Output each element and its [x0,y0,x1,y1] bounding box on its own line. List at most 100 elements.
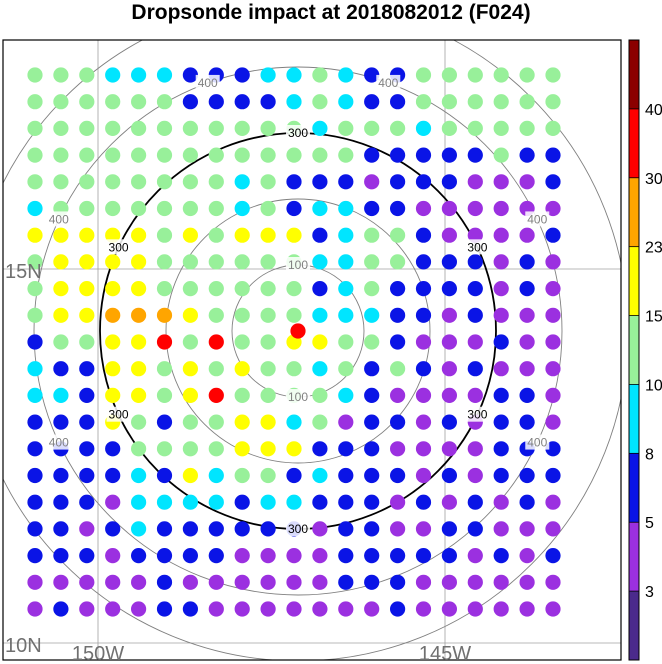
impact-point-row20-c3 [79,574,95,590]
impact-point-row14-c1 [27,414,43,430]
impact-point-row06-c10 [260,200,276,217]
ring-label-bg-300-1 [286,521,310,536]
ring-label-400-2: 400 [527,436,547,450]
impact-point-row10-c19 [493,307,509,323]
ring-label-400-4: 400 [49,436,69,450]
impact-point-row07-c20 [519,227,535,243]
impact-point-row21-c1 [27,601,43,617]
impact-point-row02-c20 [519,94,535,110]
impact-point-row08-c7 [182,254,198,270]
impact-point-row13-c18 [467,387,483,403]
impact-point-row16-c6 [156,467,173,484]
impact-point-row13-c5 [131,387,147,403]
impact-point-row12-c21 [545,361,561,377]
ring-label-100-0: 100 [288,258,308,272]
impact-point-row21-c13 [338,601,354,617]
impact-point-row02-c12 [312,94,328,110]
impact-point-row02-c21 [545,94,561,110]
colorbar-label-1: 5 [645,515,654,532]
impact-point-row06-c11 [286,200,302,217]
impact-point-row07-c8 [208,227,224,243]
impact-point-row10-c14 [364,307,380,323]
impact-point-row05-c10 [260,174,276,190]
impact-point-row13-c12 [312,387,328,403]
colorbar-segment-1 [629,522,639,592]
colorbar-label-3: 10 [645,377,662,394]
impact-point-row12-c7 [182,361,198,377]
impact-point-row07-c19 [493,227,509,243]
impact-point-row16-c14 [364,467,380,484]
impact-point-row03-c1 [27,120,43,136]
impact-point-row13-c21 [545,387,561,403]
impact-point-row06-c19 [493,200,509,217]
impact-point-row14-c5 [131,414,147,430]
ring-label-300-0: 300 [288,126,308,140]
impact-point-row01-c4 [105,67,121,83]
impact-point-row12-c8 [208,361,224,377]
impact-point-row18-c6 [156,521,173,537]
impact-point-row11-c6 [156,334,173,350]
impact-point-row18-c18 [467,521,483,537]
impact-point-row11-c10 [260,334,276,350]
impact-point-row04-c4 [105,147,121,163]
colorbar-frame [628,39,640,661]
impact-point-row02-c9 [234,94,250,110]
impact-point-row11-c4 [105,334,121,350]
impact-point-row17-c2 [53,494,69,510]
impact-point-row08-c20 [519,254,535,270]
impact-point-row19-c7 [182,548,198,564]
impact-point-row10-c3 [79,307,95,323]
impact-point-row03-c3 [79,120,95,136]
impact-point-row20-c16 [415,574,432,590]
ring-label-bg-400-2 [525,434,550,450]
impact-point-row05-c17 [441,174,457,190]
impact-point-row08-c16 [415,254,432,270]
impact-point-row20-c5 [131,574,147,590]
impact-point-row21-c11 [286,601,302,617]
impact-point-row11-c1 [27,334,43,350]
ring-label-300-2: 300 [109,240,129,254]
impact-point-row17-c20 [519,494,535,510]
impact-point-row01-c2 [53,67,69,83]
impact-point-row05-c18 [467,174,483,190]
impact-point-row12-c12 [312,361,328,377]
impact-point-row10-c17 [441,307,457,323]
impact-point-row08-c2 [53,254,69,270]
impact-point-row08-c12 [312,254,328,270]
impact-point-row06-c5 [131,200,147,217]
impact-point-row05-c4 [105,174,121,190]
impact-point-row18-c3 [79,521,95,537]
impact-point-row18-c19 [493,521,509,537]
impact-point-row20-c2 [53,574,69,590]
impact-point-row18-c10 [260,521,276,537]
impact-point-row05-c5 [131,174,147,190]
impact-point-row01-c1 [27,67,43,83]
impact-point-row13-c15 [390,387,406,403]
impact-point-row21-c9 [234,601,250,617]
impact-point-row19-c18 [467,548,483,564]
colorbar-segment-5 [629,246,639,316]
impact-point-row07-c15 [390,227,406,243]
lon-tick-label-1: 145W [419,643,471,664]
impact-point-row17-c13 [338,494,354,510]
impact-point-row16-c1 [27,467,43,484]
impact-point-row06-c3 [79,200,95,217]
impact-point-row08-c18 [467,254,483,270]
lat-lon-gridlines [3,40,621,660]
impact-point-row05-c20 [519,174,535,190]
impact-point-row17-c4 [105,494,121,510]
impact-point-row01-c21 [545,67,561,83]
impact-point-row10-c8 [208,307,224,323]
impact-point-row02-c5 [131,94,147,110]
range-ring-200 [165,198,431,464]
impact-point-row06-c13 [338,200,354,217]
impact-point-row07-c21 [545,227,561,243]
impact-point-row08-c6 [156,254,173,270]
impact-point-row03-c7 [182,120,198,136]
impact-point-row13-c17 [441,387,457,403]
ring-label-bg-100-0 [286,257,310,272]
ring-label-400-5: 400 [49,212,69,226]
colorbar-segment-6 [629,177,639,247]
impact-point-row20-c21 [545,574,561,590]
impact-point-row20-c4 [105,574,121,590]
